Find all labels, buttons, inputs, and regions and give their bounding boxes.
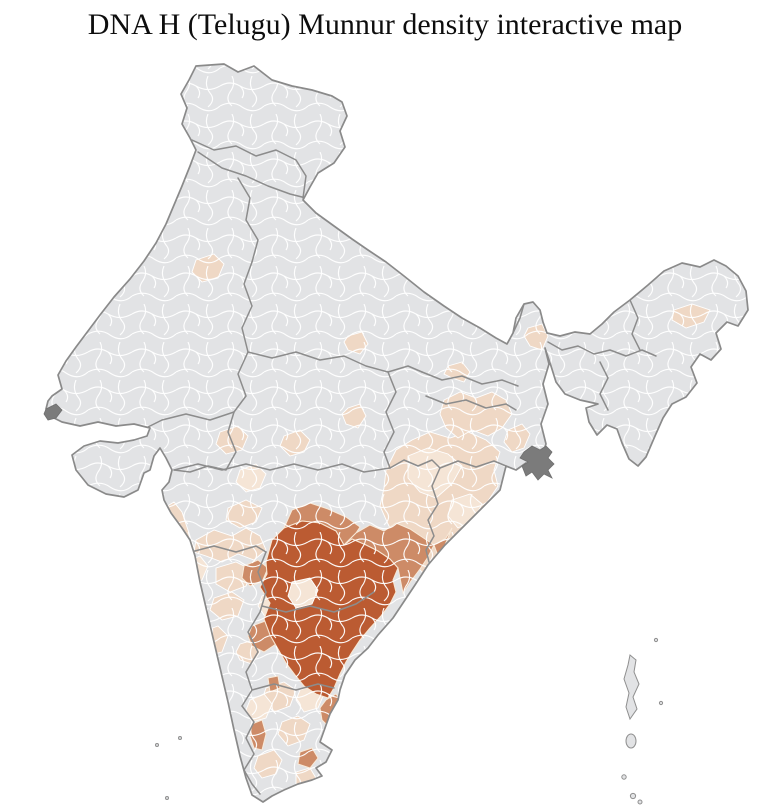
page-title: DNA H (Telugu) Munnur density interactiv… [87,8,683,41]
sundarbans-area [519,445,555,481]
lakshadweep-islands[interactable] [155,736,182,800]
kutch-creek-area [43,403,63,421]
india-outline [45,63,749,803]
state-boundaries [145,139,657,795]
andaman-nicobar-islands[interactable] [621,637,664,805]
